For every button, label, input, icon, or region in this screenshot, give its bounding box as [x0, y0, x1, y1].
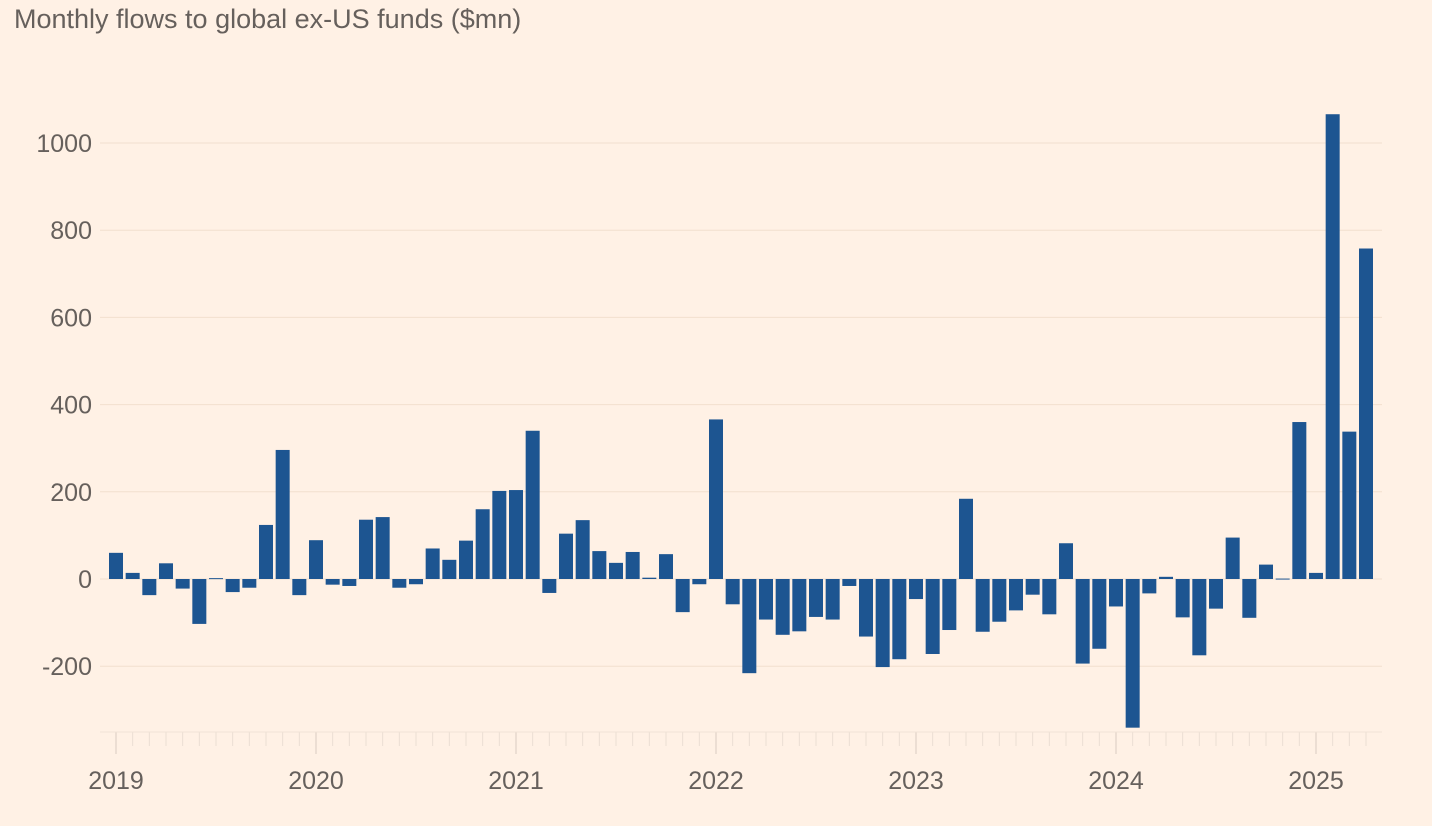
- bar: [1242, 579, 1257, 618]
- bar: [242, 579, 257, 588]
- bar: [1142, 579, 1157, 594]
- y-tick-label: 400: [50, 392, 92, 420]
- bar: [192, 579, 207, 624]
- bar: [425, 548, 440, 579]
- x-tick-label: 2022: [688, 767, 744, 795]
- bar: [1025, 579, 1040, 595]
- y-tick-label: -200: [42, 653, 92, 681]
- bar: [109, 552, 123, 579]
- bar: [675, 579, 690, 613]
- bar: [392, 579, 407, 588]
- bar: [1359, 248, 1373, 579]
- bar: [842, 579, 857, 586]
- bar: [942, 579, 957, 631]
- chart-title: Monthly flows to global ex-US funds ($mn…: [14, 4, 522, 34]
- bar: [659, 554, 673, 579]
- bar: [1259, 564, 1273, 579]
- bar: [1092, 579, 1107, 649]
- bar: [775, 579, 790, 635]
- bar: [1059, 543, 1073, 579]
- bar: [759, 579, 773, 620]
- bar: [375, 517, 390, 579]
- bar: [175, 579, 190, 589]
- bar: [575, 520, 590, 579]
- bar: [459, 540, 473, 579]
- bar: [142, 579, 157, 596]
- bar: [209, 578, 223, 580]
- bar: [409, 579, 423, 585]
- bar: [1275, 578, 1290, 580]
- bar: [959, 498, 973, 579]
- bar: [1209, 579, 1223, 609]
- bar: [1125, 579, 1140, 728]
- bar: [792, 579, 807, 632]
- bar: [525, 430, 540, 579]
- bar: [709, 419, 723, 579]
- bar: [1192, 579, 1207, 656]
- y-tick-label: 200: [50, 479, 92, 507]
- x-tick-label: 2024: [1088, 767, 1144, 795]
- bar: [642, 577, 657, 579]
- bar: [1109, 579, 1123, 607]
- bar: [159, 563, 173, 579]
- y-tick-label: 800: [50, 217, 92, 245]
- x-tick-label: 2023: [888, 767, 944, 795]
- bar: [1075, 579, 1090, 664]
- bar: [725, 579, 740, 605]
- bar: [559, 533, 573, 579]
- bar: [1175, 579, 1190, 618]
- bar: [825, 579, 840, 620]
- bar: [342, 579, 357, 586]
- x-tick-label: 2020: [288, 767, 344, 795]
- bar: [1159, 576, 1173, 579]
- bar: [909, 579, 923, 600]
- x-tick-label: 2021: [488, 767, 544, 795]
- bar: [1325, 114, 1340, 579]
- bar: [859, 579, 873, 637]
- bar: [925, 579, 940, 654]
- bar: [975, 579, 990, 632]
- bar: [875, 579, 890, 668]
- bar: [1009, 579, 1023, 611]
- y-tick-label: 0: [78, 566, 92, 594]
- bar: [1042, 579, 1057, 615]
- bar: [809, 579, 823, 617]
- y-tick-label: 1000: [36, 130, 92, 158]
- bar: [992, 579, 1007, 622]
- bar: [125, 572, 140, 579]
- bar: [592, 551, 607, 579]
- bar: [742, 579, 757, 674]
- bar: [625, 551, 640, 579]
- bar: [475, 509, 490, 579]
- bar: [359, 519, 373, 579]
- bar: [892, 579, 907, 660]
- bar: [509, 490, 523, 579]
- bar: [542, 579, 557, 593]
- bar: [492, 490, 507, 579]
- y-tick-label: 600: [50, 304, 92, 332]
- bar: [609, 562, 623, 579]
- bar: [292, 579, 307, 596]
- bar: [1292, 422, 1307, 579]
- bar: [692, 579, 707, 585]
- bar: [1309, 572, 1323, 579]
- bar: [309, 540, 323, 579]
- bar: [325, 579, 340, 585]
- x-tick-label: 2025: [1288, 767, 1344, 795]
- bar: [259, 524, 273, 579]
- bar: [1342, 431, 1357, 579]
- x-tick-label: 2019: [88, 767, 144, 795]
- bar: [1225, 537, 1240, 579]
- bar: [442, 559, 457, 579]
- bar: [275, 449, 290, 579]
- bar: [225, 579, 240, 593]
